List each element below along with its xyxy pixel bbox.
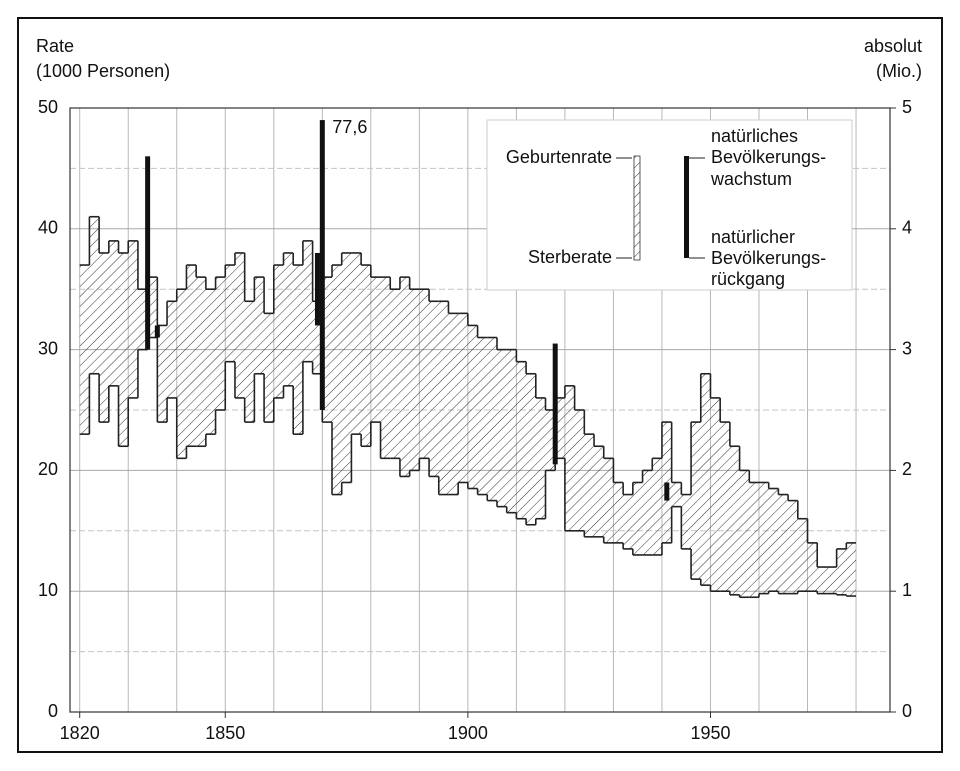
legend-label: natürliches (711, 126, 798, 146)
y-tick-label: 20 (38, 459, 58, 479)
growth-bar (314, 252, 320, 326)
legend-label: wachstum (710, 169, 792, 189)
marks (79, 120, 857, 599)
y-tick-label: 50 (38, 97, 58, 117)
legend-label: natürlicher (711, 227, 795, 247)
x-tick-label: 1820 (60, 723, 100, 743)
growth-bar (154, 325, 160, 338)
legend-hatch (633, 155, 641, 261)
growth-bar (664, 482, 670, 501)
y2-tick-label: 3 (902, 338, 912, 358)
y-label: (1000 Personen) (36, 61, 170, 81)
y2-tick-label: 4 (902, 218, 912, 238)
x-tick-label: 1950 (690, 723, 730, 743)
growth-bar (319, 120, 325, 410)
growth-bar (552, 343, 558, 465)
y2-tick-label: 5 (902, 97, 912, 117)
y-tick-label: 30 (38, 338, 58, 358)
legend-box (486, 119, 853, 291)
y-tick-label: 0 (48, 701, 58, 721)
frame (17, 17, 943, 753)
annotation: 77,6 (332, 117, 367, 137)
y-tick-label: 10 (38, 580, 58, 600)
y2-tick-label: 2 (902, 459, 912, 479)
y-tick-label: 40 (38, 218, 58, 238)
legend-bar (684, 156, 689, 258)
growth-bar (145, 156, 151, 350)
legend-label: Bevölkerungs- (711, 147, 826, 167)
y-label: Rate (36, 36, 74, 56)
x-tick-label: 1850 (205, 723, 245, 743)
y2-label: absolut (864, 36, 922, 56)
legend-label: Sterberate (528, 247, 612, 267)
legend-label: Bevölkerungs- (711, 248, 826, 268)
legend: Geburtenrate Sterberate natürliches Bevö… (486, 119, 853, 291)
y2-tick-label: 0 (902, 701, 912, 721)
y2-label: (Mio.) (876, 61, 922, 81)
legend-label: rückgang (711, 269, 785, 289)
plot-frame (69, 107, 891, 713)
legend-label: Geburtenrate (506, 147, 612, 167)
y2-tick-label: 1 (902, 580, 912, 600)
x-tick-label: 1900 (448, 723, 488, 743)
